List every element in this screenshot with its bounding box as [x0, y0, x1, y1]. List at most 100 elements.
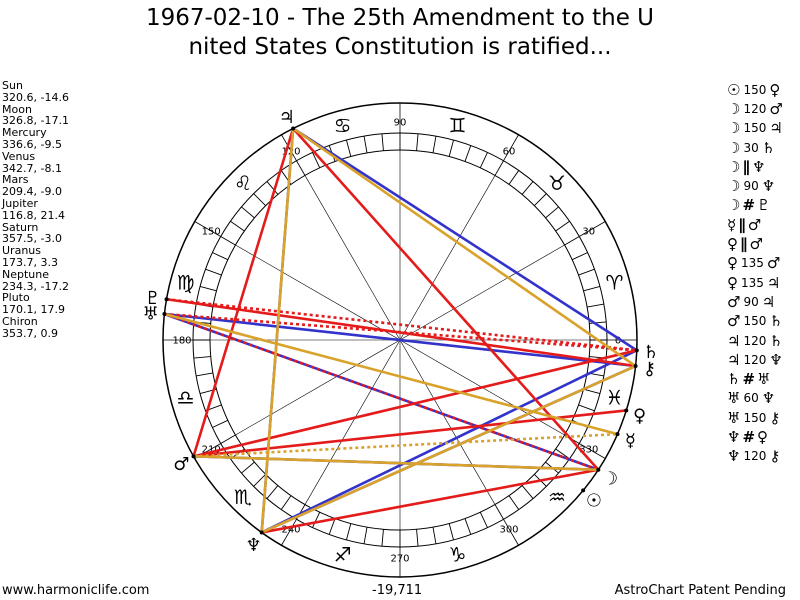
- aspect-planet-1-glyph: ♂: [727, 292, 741, 311]
- degree-ring-tick: [494, 160, 504, 176]
- planet-name-mercury: Mercury: [2, 126, 47, 140]
- aspect-angle: 120: [743, 101, 767, 116]
- sign-boundary-line: [194, 221, 221, 237]
- wheel-spoke: [235, 244, 401, 341]
- aspect-angle: 30: [743, 140, 759, 155]
- planet-marker: [291, 126, 296, 131]
- degree-label: 180: [172, 336, 191, 347]
- degree-ring-tick: [328, 518, 336, 535]
- degree-ring-tick: [494, 504, 504, 520]
- wheel-spoke: [304, 175, 401, 341]
- aspect-planet-1-glyph: ☽: [727, 157, 741, 176]
- planet-values-pluto: 170.1, 17.9: [2, 303, 65, 317]
- zodiac-pisces-icon: ♓: [605, 385, 623, 409]
- planet-venus-icon: ♀: [633, 406, 646, 427]
- footer-website-link[interactable]: www.harmoniclife.com: [2, 583, 150, 598]
- degree-ring-tick: [464, 145, 472, 162]
- zodiac-libra-icon: ♎: [177, 385, 195, 409]
- aspect-angle: 120: [743, 352, 767, 367]
- planet-jupiter-icon: ♃: [279, 107, 295, 128]
- wheel-spoke: [399, 175, 496, 341]
- aspect-planet-1-glyph: ♀: [727, 235, 738, 254]
- aspect-angle: 150: [743, 314, 767, 329]
- planet-saturn-icon: ♄: [643, 342, 659, 363]
- planet-marker: [162, 311, 167, 316]
- planet-sun-icon: ☉: [586, 490, 602, 511]
- planet-values-neptune: 234.3, -17.2: [2, 279, 69, 293]
- sign-boundary-line: [503, 134, 519, 161]
- degree-ring-tick: [253, 474, 266, 487]
- degree-ring-tick: [479, 152, 488, 168]
- aspect-planet-2-glyph: ♃: [761, 292, 776, 311]
- degree-ring-tick: [572, 252, 588, 261]
- aspect-line: [163, 312, 599, 471]
- aspect-planet-2-glyph: ♄: [761, 138, 776, 157]
- aspect-planet-1-glyph: ♃: [727, 331, 741, 350]
- degree-label: 0: [615, 336, 621, 347]
- aspect-planet-1-glyph: ☽: [727, 99, 741, 118]
- degree-ring-tick: [363, 527, 368, 544]
- planet-marker: [259, 530, 264, 535]
- degree-ring-tick: [212, 419, 228, 428]
- aspect-angle: 150: [743, 410, 767, 425]
- aspect-line: [292, 127, 600, 471]
- degree-ring-tick: [363, 136, 368, 153]
- aspect-row: ♅ 150 ⚷: [727, 408, 783, 427]
- planet-values-chiron: 353.7, 0.9: [2, 326, 58, 340]
- aspect-row: ♄ # ♅: [727, 369, 783, 388]
- aspect-line: [261, 468, 599, 534]
- aspect-symbol: ∥: [738, 215, 746, 234]
- aspect-planet-2-glyph: ⚷: [769, 447, 781, 466]
- aspect-planet-1-glyph: ♀: [727, 273, 738, 292]
- aspect-line: [166, 297, 637, 352]
- degree-ring-tick: [555, 448, 570, 460]
- degree-ring-tick: [464, 518, 472, 535]
- planet-moon-icon: ☽: [602, 468, 618, 489]
- degree-ring-tick: [578, 404, 595, 412]
- aspect-planet-1-glyph: ♀: [727, 254, 738, 273]
- aspect-row: ♂ 150 ♄: [727, 312, 783, 331]
- aspect-line: [193, 455, 599, 472]
- sign-boundary-line: [503, 519, 519, 546]
- aspect-angle: 90: [743, 294, 759, 309]
- planet-name-jupiter: Jupiter: [2, 196, 38, 210]
- planet-name-moon: Moon: [2, 102, 32, 116]
- aspect-planet-1-glyph: ♄: [727, 370, 741, 389]
- degree-ring-tick: [345, 139, 352, 157]
- aspect-planet-2-glyph: ♄: [769, 331, 783, 350]
- planet-name-chiron: Chiron: [2, 314, 38, 328]
- aspect-planet-2-glyph: ♆: [751, 157, 766, 176]
- aspect-line: [260, 128, 295, 533]
- aspect-symbol: #: [742, 370, 756, 389]
- wheel-spoke: [399, 339, 496, 505]
- aspect-list: ☉ 150 ♀ ☽ 120 ♂ ☽ 150 ♃ ☽ 30 ♄ ☽ ∥ ♆ ☽ 90 ♆ ☽ # ♇ ☿ ∥ ♂ ♀ ∥ ♂ ♀ 135 ♂…: [727, 80, 783, 466]
- degree-label: 270: [390, 554, 409, 565]
- zodiac-aquarius-icon: ♒: [548, 485, 566, 509]
- aspect-line: [193, 432, 618, 458]
- degree-label: 330: [579, 445, 598, 456]
- aspect-planet-2-glyph: ♆: [761, 177, 776, 196]
- aspect-planet-1-glyph: ☽: [727, 196, 741, 215]
- aspect-row: ☽ 30 ♄: [727, 138, 783, 157]
- degree-ring-tick: [296, 160, 306, 176]
- planet-values-mercury: 336.6, -9.5: [2, 137, 62, 151]
- aspect-angle: 135: [741, 275, 764, 290]
- aspect-planet-2-glyph: ♂: [769, 99, 783, 118]
- aspect-row: ♆ # ♀: [727, 427, 783, 446]
- chart-title-line-2: nited States Constitution is ratified...: [188, 34, 612, 60]
- zodiac-gemini-icon: ♊: [448, 114, 466, 138]
- aspect-row: ☽ 150 ♃: [727, 119, 783, 138]
- aspect-row: ♆ 120 ⚷: [727, 447, 783, 466]
- degree-ring-tick: [266, 485, 279, 499]
- degree-ring-tick: [205, 268, 222, 276]
- aspect-row: ♀ ∥ ♂: [727, 234, 783, 253]
- sign-boundary-line: [579, 221, 606, 237]
- planet-marker: [615, 432, 620, 437]
- aspect-planet-1-glyph: ☽: [727, 138, 741, 157]
- degree-label: 60: [503, 147, 516, 158]
- degree-label: 210: [202, 445, 221, 456]
- aspect-planet-1-glyph: ☽: [727, 119, 741, 138]
- aspect-row: ☿ ∥ ♂: [727, 215, 783, 234]
- degree-ring-tick: [241, 461, 255, 474]
- planet-chiron-icon: ⚷: [643, 359, 656, 380]
